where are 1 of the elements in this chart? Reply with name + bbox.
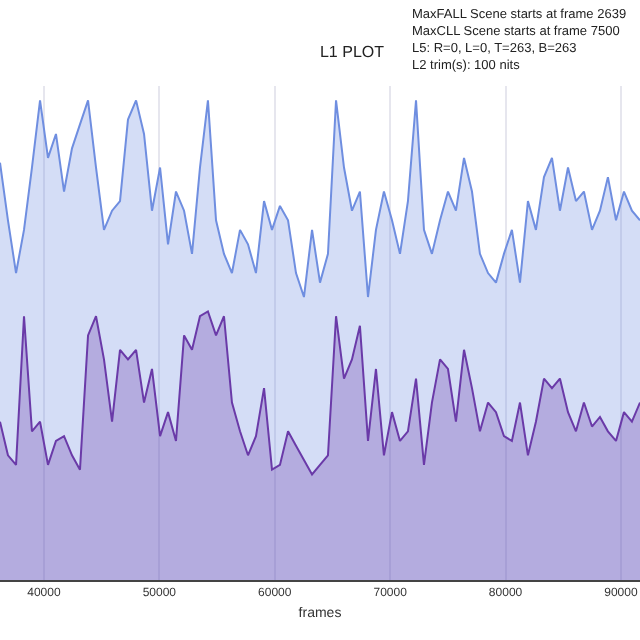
chart-title: L1 PLOT: [319, 42, 385, 61]
